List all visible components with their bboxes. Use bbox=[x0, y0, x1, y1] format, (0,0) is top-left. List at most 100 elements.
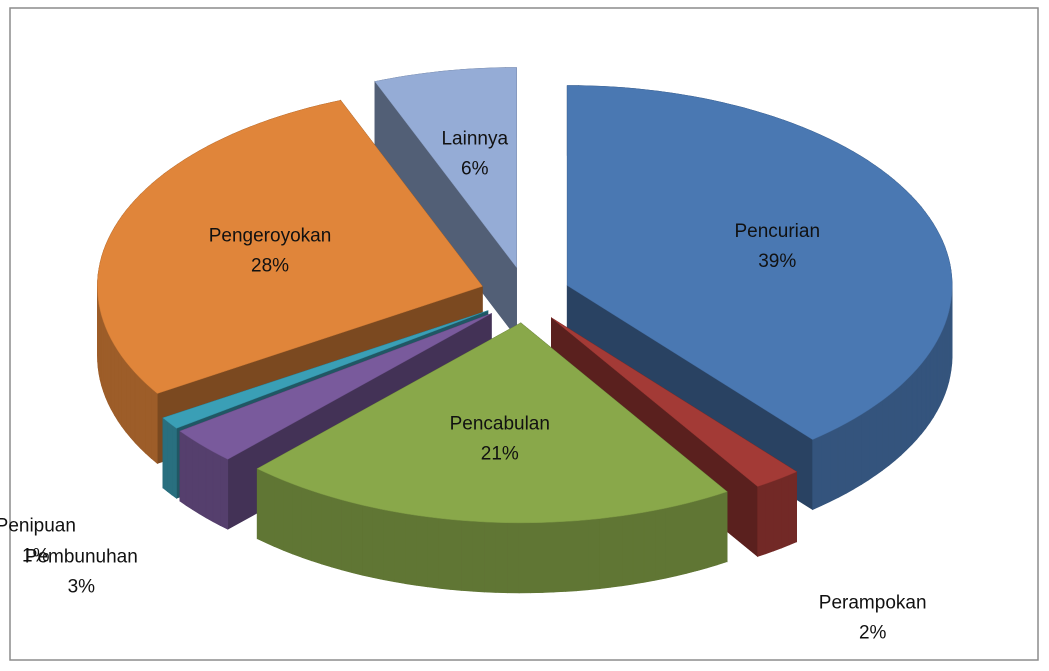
slice-value-label: 2% bbox=[859, 622, 887, 643]
slice-side bbox=[438, 517, 451, 590]
slice-top bbox=[179, 313, 492, 460]
slice-side bbox=[274, 476, 284, 551]
slice-side bbox=[599, 516, 612, 590]
slice-side bbox=[311, 490, 322, 565]
slice-side bbox=[765, 480, 775, 555]
slice-side bbox=[888, 389, 896, 466]
slice-side bbox=[829, 427, 839, 503]
slice-label: Pembunuhan bbox=[25, 546, 138, 567]
slice-side bbox=[145, 382, 152, 460]
slice-side bbox=[942, 323, 946, 400]
slice-side bbox=[541, 521, 555, 593]
slice-side bbox=[321, 493, 332, 568]
slice-side bbox=[427, 516, 440, 589]
slice-side bbox=[781, 474, 790, 549]
slice-side bbox=[331, 496, 342, 571]
slice-side bbox=[292, 483, 303, 558]
slice-side bbox=[192, 439, 200, 515]
slice-side bbox=[936, 335, 941, 412]
slice-side bbox=[900, 379, 907, 456]
slice-side bbox=[185, 434, 193, 511]
slice-side bbox=[906, 373, 913, 451]
slice-side bbox=[256, 468, 267, 544]
slice-side bbox=[117, 349, 122, 428]
slice-side bbox=[788, 471, 798, 546]
slice-top bbox=[97, 100, 483, 394]
slice-value-label: 39% bbox=[758, 251, 796, 272]
slice-label: Pencabulan bbox=[450, 413, 550, 434]
slice-side bbox=[916, 362, 922, 440]
slice-side bbox=[654, 507, 666, 581]
pie-slice bbox=[256, 322, 728, 594]
slice-side bbox=[921, 357, 927, 435]
slice-side bbox=[495, 522, 508, 594]
slice-side bbox=[696, 497, 708, 572]
slice-side bbox=[383, 509, 395, 583]
slice-side bbox=[530, 522, 543, 594]
slice-side bbox=[167, 420, 173, 496]
slice-value-label: 3% bbox=[68, 576, 96, 597]
slice-side bbox=[773, 477, 782, 552]
slice-side bbox=[139, 377, 146, 455]
slice-side bbox=[518, 522, 532, 594]
slice-side bbox=[610, 515, 623, 588]
slice-value-label: 28% bbox=[251, 256, 289, 277]
slice-side bbox=[134, 371, 141, 449]
slice-side bbox=[553, 521, 566, 593]
slice-side bbox=[179, 430, 187, 506]
slice-value-label: 21% bbox=[481, 443, 519, 464]
slice-side bbox=[911, 368, 918, 446]
slice-side bbox=[925, 351, 931, 430]
slice-side bbox=[882, 394, 890, 471]
slice-side bbox=[621, 513, 634, 587]
slice-side bbox=[121, 355, 127, 433]
slice-value-label: 6% bbox=[461, 159, 489, 180]
slice-side bbox=[103, 321, 106, 398]
slice-side bbox=[265, 472, 275, 548]
slice-side bbox=[110, 338, 115, 417]
slice-side bbox=[564, 520, 578, 592]
slice-side bbox=[929, 345, 934, 424]
slice-side bbox=[301, 487, 313, 562]
slice-side bbox=[576, 519, 589, 592]
slice-side bbox=[130, 366, 136, 444]
slice-side bbox=[837, 422, 847, 499]
slice-side bbox=[162, 417, 168, 493]
slice-side bbox=[632, 512, 645, 585]
slice-side bbox=[716, 491, 728, 566]
slice-side bbox=[861, 409, 870, 485]
slice-side bbox=[151, 387, 158, 465]
slice-side bbox=[812, 435, 822, 511]
slice-side bbox=[706, 494, 718, 569]
slice-label: Penipuan bbox=[0, 515, 76, 536]
slice-label: Pengeroyokan bbox=[209, 226, 332, 247]
slice-side bbox=[643, 510, 656, 583]
slice-side bbox=[405, 513, 417, 586]
slice-side bbox=[105, 327, 109, 404]
slice-side bbox=[587, 518, 600, 591]
slice-side bbox=[933, 340, 938, 419]
slice-side bbox=[449, 519, 462, 591]
slice-side bbox=[845, 418, 855, 494]
slice-side bbox=[820, 431, 831, 507]
slice-side bbox=[205, 447, 214, 523]
slice-side bbox=[171, 424, 177, 499]
slice-side bbox=[198, 443, 207, 519]
slice-top bbox=[374, 67, 517, 269]
slice-side bbox=[507, 522, 520, 594]
slice-side bbox=[220, 455, 229, 530]
slice-side bbox=[675, 503, 688, 577]
slice-side bbox=[283, 479, 294, 555]
slice-side bbox=[394, 511, 406, 585]
slice-side bbox=[875, 399, 883, 476]
slice-side bbox=[362, 504, 374, 578]
slice-label: Lainnya bbox=[441, 129, 508, 150]
slice-side bbox=[212, 451, 221, 527]
slice-label: Pencurian bbox=[734, 221, 820, 242]
slice-side bbox=[484, 521, 497, 593]
slice-side bbox=[114, 343, 119, 422]
slice-top bbox=[162, 310, 488, 429]
slice-side bbox=[665, 505, 677, 579]
slice-side bbox=[686, 500, 698, 574]
